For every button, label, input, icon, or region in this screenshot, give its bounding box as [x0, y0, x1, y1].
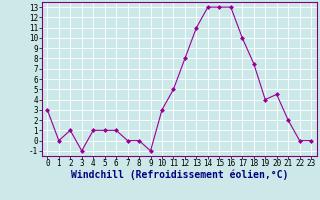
X-axis label: Windchill (Refroidissement éolien,°C): Windchill (Refroidissement éolien,°C)	[70, 170, 288, 180]
